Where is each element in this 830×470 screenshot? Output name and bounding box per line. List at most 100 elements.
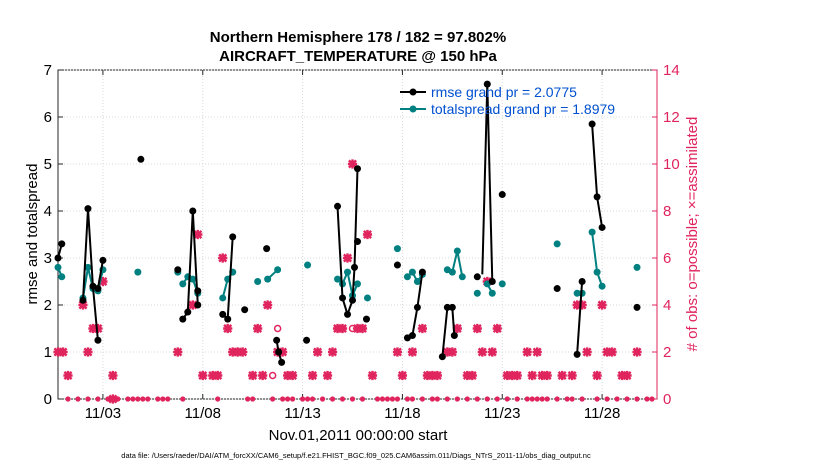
obs-zero-point: [145, 396, 151, 402]
obs-assimilated-point: [223, 323, 233, 334]
obs-assimilated-point: [507, 370, 517, 381]
obs-zero-point: [339, 396, 346, 402]
x-tick-label: 11/18: [384, 405, 420, 422]
obs-zero-point: [504, 396, 510, 402]
rmse-point: [174, 266, 182, 274]
legend: rmse grand pr = 2.0775 totalspread grand…: [400, 84, 615, 117]
rmse-point: [58, 240, 66, 248]
obs-zero-point: [125, 396, 131, 402]
totalspread-point: [498, 280, 506, 288]
rmse-point: [598, 223, 606, 231]
obs-zero-point: [464, 396, 470, 402]
obs-zero-point: [384, 396, 391, 402]
rmse-point: [553, 285, 561, 293]
rmse-line-segment: [576, 281, 584, 355]
obs-assimilated-point: [597, 300, 607, 310]
obs-zero-point: [444, 396, 450, 402]
obs-zero-point: [215, 396, 221, 402]
rmse-point: [393, 261, 401, 269]
rmse-point: [344, 310, 352, 318]
obs-assimilated-point: [188, 300, 198, 310]
obs-zero-point: [394, 396, 401, 402]
obs-assimilated-point: [542, 370, 552, 381]
obs-assimilated-point: [512, 370, 522, 381]
x-tick-label: 11/13: [284, 405, 320, 422]
rmse-point: [578, 278, 586, 285]
obs-assimilated-point: [352, 323, 363, 334]
rmse-line-segment: [336, 168, 359, 318]
obs-zero-point: [624, 396, 630, 402]
rmse-point: [179, 315, 187, 323]
rmse-point: [349, 296, 357, 304]
obs-assimilated-point: [577, 300, 587, 310]
y-axis-label: rmse and totalspread: [24, 164, 41, 305]
obs-zero-point: [65, 396, 71, 402]
y-right-tick-label: 8: [663, 203, 671, 220]
totalspread-point: [553, 240, 561, 248]
x-tick-label: 11/08: [185, 405, 221, 422]
obs-assimilated-point: [332, 323, 343, 334]
obs-zero-point: [374, 396, 381, 402]
obs-assimilated-point: [422, 370, 432, 381]
obs-zero-point: [644, 396, 650, 402]
obs-assimilated-point: [427, 370, 437, 381]
obs-zero-point: [140, 396, 146, 402]
obs-assimilated-point: [362, 229, 373, 240]
rmse-point: [483, 80, 491, 88]
obs-assimilated-point: [253, 323, 263, 334]
y-tick-label: 1: [44, 344, 52, 361]
rmse-point: [137, 155, 145, 163]
obs-assimilated-point: [432, 370, 442, 381]
obs-assimilated-point: [632, 347, 642, 357]
obs-zero-point: [245, 396, 251, 402]
rmse-point: [339, 294, 347, 302]
obs-zero-point: [359, 396, 366, 402]
totalspread-point: [84, 263, 92, 271]
obs-assimilated-point: [592, 370, 602, 381]
totalspread-point: [274, 266, 282, 274]
obs-zero-point: [409, 396, 416, 402]
totalspread-point: [58, 273, 66, 281]
obs-zero-point: [379, 396, 386, 402]
obs-assimilated-point: [487, 347, 497, 357]
rmse-point: [194, 287, 202, 295]
obs-zero-point: [554, 396, 560, 402]
rmse-point: [488, 278, 496, 285]
totalspread-point: [573, 289, 581, 297]
obs-zero-point: [604, 396, 610, 402]
obs-zero-point: [474, 396, 480, 402]
totalspread-point: [458, 273, 466, 281]
rmse-point: [450, 332, 458, 340]
obs-assimilated-point: [63, 370, 73, 381]
totalspread-point: [453, 247, 461, 255]
obs-zero-point: [349, 396, 356, 402]
obs-zero-point: [454, 396, 460, 402]
y-tick-label: 6: [44, 109, 52, 126]
obs-zero-point: [579, 396, 585, 402]
obs-assimilated-point: [407, 347, 418, 357]
totalspread-point: [134, 268, 142, 276]
obs-zero-point: [539, 396, 545, 402]
obs-possible-point: [268, 371, 277, 380]
rmse-point: [448, 303, 456, 311]
obs-zero-point: [285, 396, 291, 402]
obs-assimilated-point: [83, 347, 93, 357]
legend-spread-marker: [409, 105, 417, 113]
rmse-point: [418, 268, 426, 276]
rmse-point: [354, 165, 361, 173]
obs-zero-point: [155, 396, 161, 402]
obs-assimilated-point: [582, 347, 592, 357]
rmse-point: [79, 296, 87, 304]
rmse-point: [241, 306, 249, 314]
rmse-point: [633, 303, 641, 311]
rmse-point: [408, 332, 416, 340]
obs-assimilated-point: [567, 370, 577, 381]
rmse-point: [273, 336, 281, 344]
rmse-point: [99, 256, 107, 264]
rmse-point: [443, 303, 451, 311]
y-tick-label: 0: [44, 391, 52, 408]
rmse-point: [263, 245, 271, 253]
obs-assimilated-point: [477, 347, 487, 357]
rmse-point: [229, 233, 237, 241]
totalspread-point: [588, 228, 596, 236]
